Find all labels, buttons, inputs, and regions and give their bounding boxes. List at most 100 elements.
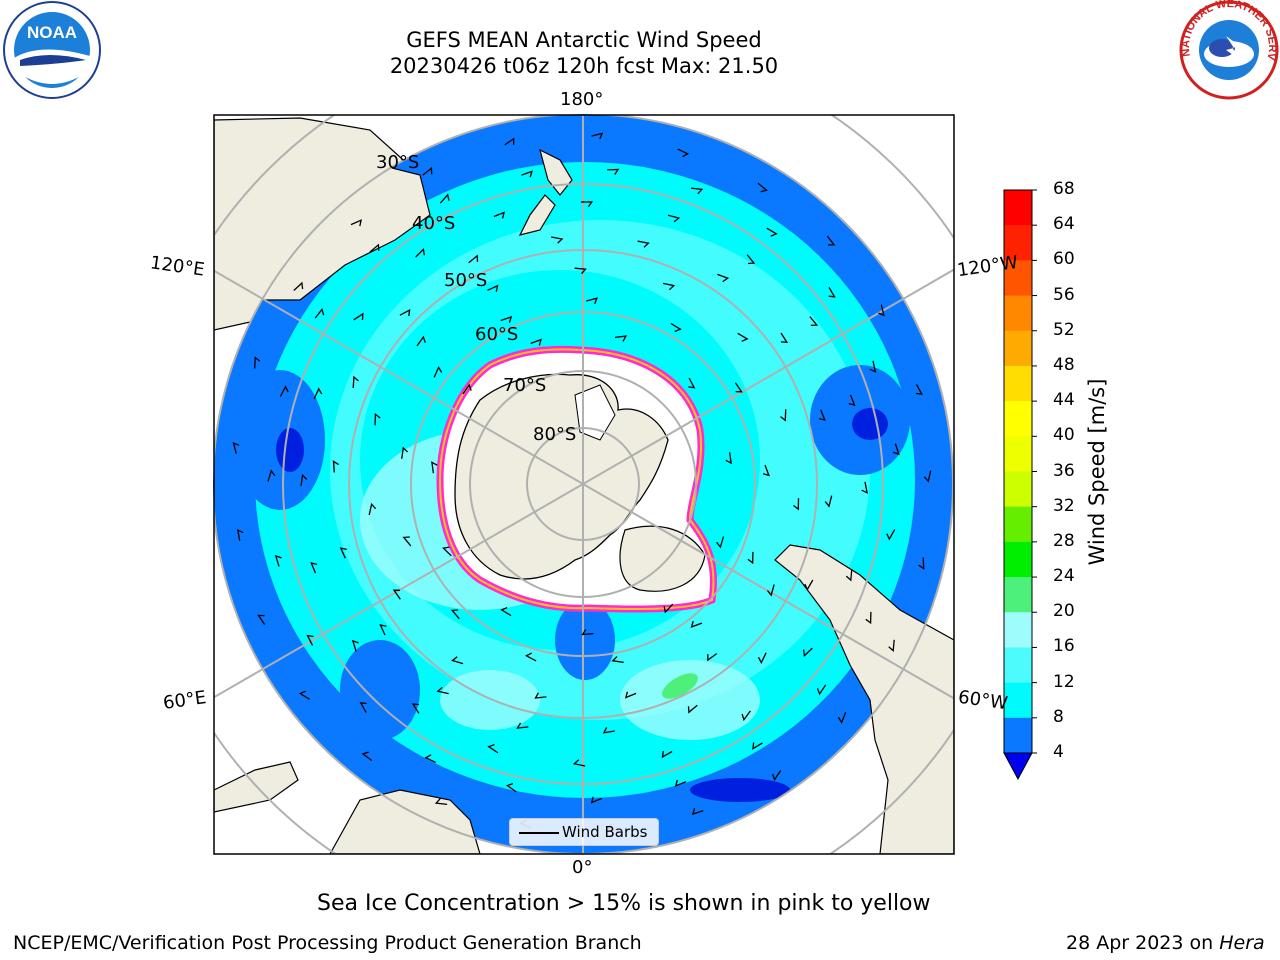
sea-ice-and-antarctica — [436, 345, 717, 613]
wind-barb — [424, 754, 436, 764]
wind-barb — [845, 569, 853, 582]
wind-barb — [310, 562, 318, 574]
colorbar-tick-label: 40 — [1053, 425, 1075, 446]
wind-barb — [888, 639, 895, 653]
colorbar-tick-label: 56 — [1053, 284, 1075, 305]
colorbar-tick-label: 28 — [1053, 530, 1075, 551]
wind-barb — [236, 528, 244, 542]
wind-barb — [826, 235, 836, 246]
wind-barb — [757, 182, 768, 193]
wind-barb — [824, 495, 833, 508]
colorbar-tick-label: 44 — [1053, 390, 1075, 411]
wind-barb — [837, 712, 847, 724]
wind-barb — [434, 798, 448, 806]
wind-barb — [379, 624, 387, 636]
colorbar — [1003, 189, 1037, 781]
colorbar-tick-label: 52 — [1053, 319, 1075, 340]
wind-barb — [602, 727, 615, 734]
wind-barb — [493, 211, 506, 219]
footer-date: 28 Apr 2023 on Hera — [1066, 932, 1265, 954]
wind-barb — [551, 236, 564, 244]
colorbar-tick-label: 48 — [1053, 354, 1075, 375]
wind-barb — [352, 375, 359, 389]
wind-barb — [725, 452, 732, 465]
wind-barb — [667, 214, 681, 223]
wind-barb — [279, 385, 289, 397]
wind-barb — [670, 322, 682, 333]
wind-barb — [752, 742, 763, 750]
wind-barb — [298, 690, 310, 700]
wind-barb — [687, 704, 698, 714]
wind-barb — [746, 254, 756, 265]
footer-machine: Hera — [1219, 932, 1265, 954]
wind-barb — [878, 304, 885, 317]
wind-barb — [254, 356, 261, 369]
colorbar-tick-label: 16 — [1053, 636, 1075, 657]
wind-barb — [524, 652, 537, 662]
colorbar-segment — [1004, 365, 1032, 402]
wind-barb — [462, 383, 472, 395]
wind-barb — [416, 335, 426, 347]
wind-barb — [422, 167, 433, 176]
colorbar-segment — [1004, 401, 1032, 437]
colorbar-segment — [1004, 506, 1032, 543]
wind-barb — [534, 692, 547, 699]
colorbar-tick-label: 24 — [1053, 566, 1075, 587]
lat-label-30s: 30°S — [376, 152, 420, 173]
colorbar-tick-label: 68 — [1053, 179, 1075, 199]
colorbar-tick-label: 64 — [1053, 214, 1075, 235]
wind-barb — [690, 620, 703, 628]
wind-barb — [505, 782, 517, 793]
noaa-logo-text: NOAA — [27, 23, 77, 42]
wind-barb — [353, 312, 364, 321]
wind-barb — [691, 808, 704, 816]
wind-barb — [663, 603, 674, 614]
wind-barb — [674, 779, 687, 787]
colorbar-tick-label: 32 — [1053, 495, 1075, 516]
wind-barb — [918, 557, 925, 570]
wind-barb — [274, 554, 282, 567]
wind-barb — [487, 743, 499, 754]
wind-barb — [661, 750, 673, 759]
colorbar-segment — [1004, 225, 1032, 261]
wind-barb — [368, 502, 377, 516]
wind-barb — [306, 634, 314, 646]
colorbar-extend-triangle — [1003, 752, 1033, 781]
colorbar-segment — [1004, 577, 1032, 613]
wind-barb — [886, 529, 896, 541]
wind-barb — [369, 243, 380, 253]
lon-label-top: 180° — [560, 89, 604, 110]
graticule — [214, 115, 954, 854]
noaa-logo: NOAA — [3, 1, 101, 99]
legend-label: Wind Barbs — [562, 823, 648, 841]
wind-barb — [762, 464, 770, 477]
wind-barb — [516, 722, 529, 729]
wind-barb — [257, 614, 266, 625]
wind-barb — [586, 297, 598, 305]
wind-barb — [707, 653, 718, 662]
wind-barb — [232, 442, 240, 454]
wind-barb — [741, 710, 751, 722]
wind-barb — [521, 170, 533, 178]
wind-barb — [766, 584, 775, 597]
wind-barb — [757, 652, 767, 665]
footer-date-text: 28 Apr 2023 on — [1066, 932, 1220, 954]
wind-barb — [411, 703, 420, 714]
wind-barb — [716, 536, 725, 549]
wind-barb — [662, 282, 676, 291]
wind-barb — [892, 443, 900, 456]
wind-barb — [816, 684, 827, 696]
colorbar-segment — [1004, 190, 1032, 226]
lat-label-80s: 80°S — [533, 424, 577, 445]
wind-barb — [865, 611, 872, 625]
wind-barb — [848, 394, 856, 407]
wind-barb — [580, 201, 594, 208]
wind-barb — [780, 409, 787, 422]
wind-barb — [351, 639, 359, 652]
wind-barb — [500, 315, 513, 323]
wind-barb — [780, 332, 789, 344]
lat-label-60s: 60°S — [475, 324, 519, 345]
wind-barb — [439, 193, 450, 204]
wind-barb — [392, 589, 401, 600]
footer-credit: NCEP/EMC/Verification Post Processing Pr… — [13, 932, 642, 954]
